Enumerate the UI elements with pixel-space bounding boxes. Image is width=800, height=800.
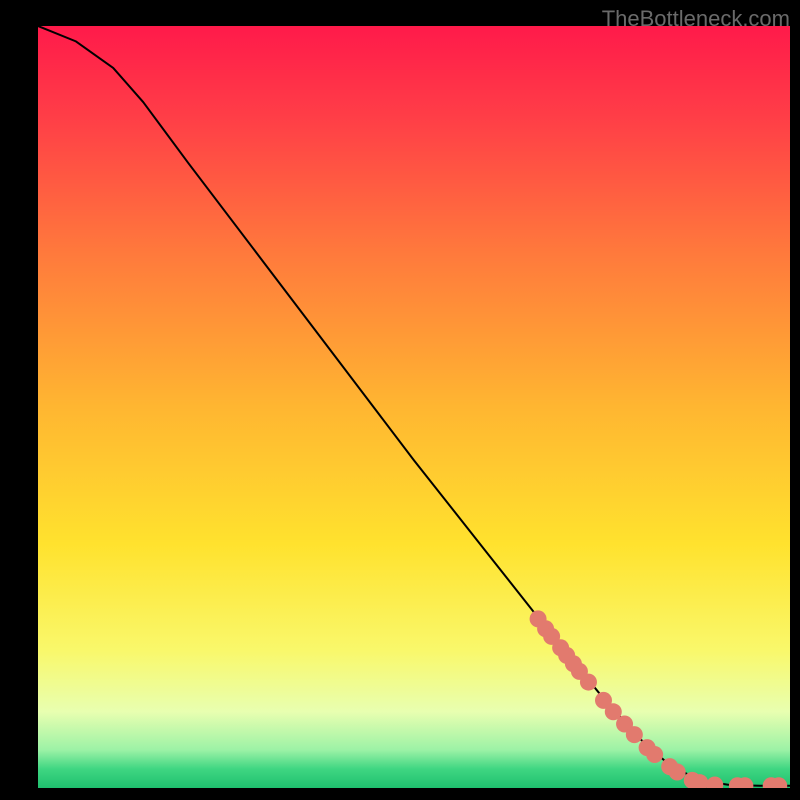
watermark-text: TheBottleneck.com [602, 6, 790, 32]
chart-svg [38, 26, 790, 788]
scatter-point [626, 726, 643, 743]
scatter-point [669, 764, 686, 781]
scatter-point [646, 746, 663, 763]
scatter-point [580, 674, 597, 691]
chart-background [38, 26, 790, 788]
chart-area [38, 26, 790, 788]
